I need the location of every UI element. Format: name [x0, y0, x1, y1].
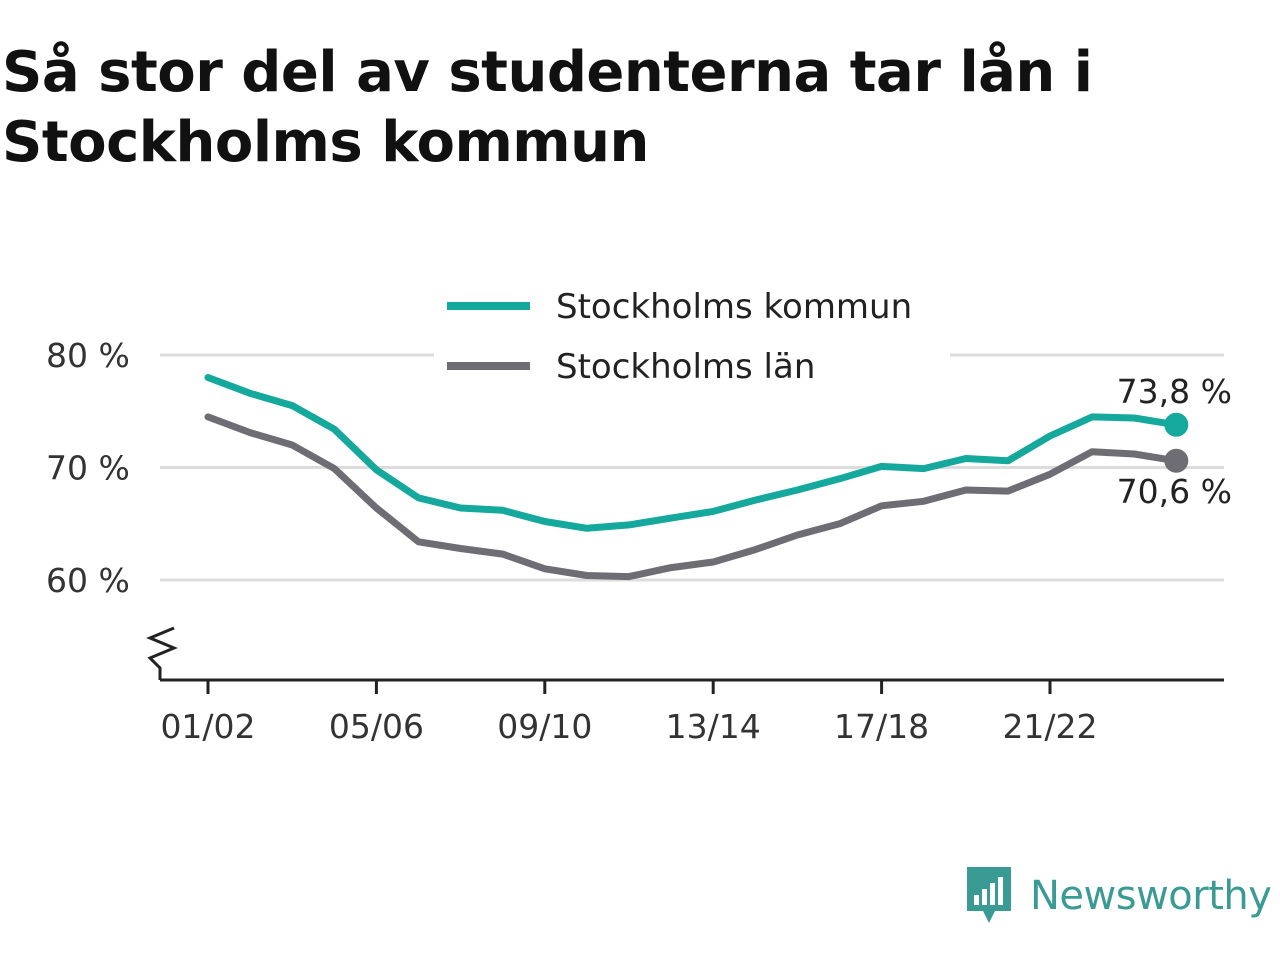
legend-background	[434, 280, 950, 392]
chart-title: Så stor del av studenterna tar lån i Sto…	[2, 40, 1093, 175]
x-tick-label: 05/06	[329, 707, 424, 746]
series-line-stockholms-lan	[204, 413, 1180, 581]
y-tick-label: 80 %	[46, 336, 130, 375]
series-end-point	[1164, 448, 1189, 473]
brand-name: Newsworthy	[1030, 873, 1272, 919]
axis-break-icon	[146, 626, 178, 680]
end-value-label: 73,8 %	[1117, 372, 1232, 411]
x-tick-label: 21/22	[1002, 707, 1097, 746]
end-labels: 73,8 % 70,6 %	[1117, 372, 1232, 511]
y-tick-label: 60 %	[46, 561, 130, 600]
end-value-label: 70,6 %	[1117, 472, 1232, 511]
x-tick-label: 13/14	[666, 707, 761, 746]
x-tick-label: 17/18	[834, 707, 929, 746]
y-axis-ticks: 60 % 70 % 80 %	[46, 336, 130, 600]
x-axis: 01/02 05/06 09/10 13/14 17/18 21/22	[146, 626, 1224, 746]
x-tick-label: 09/10	[497, 707, 592, 746]
x-tick-label: 01/02	[160, 707, 255, 746]
series-end-point	[1164, 412, 1189, 437]
legend-label: Stockholms län	[556, 347, 815, 387]
series-lines	[204, 374, 1189, 581]
legend[interactable]: Stockholms kommun Stockholms län	[434, 280, 950, 392]
y-tick-label: 70 %	[46, 449, 130, 488]
legend-label: Stockholms kommun	[556, 287, 912, 327]
newsworthy-brand[interactable]: Newsworthy	[964, 864, 1272, 928]
newsworthy-logo-icon	[967, 867, 1011, 923]
series-line-stockholms-kommun	[204, 374, 1180, 532]
